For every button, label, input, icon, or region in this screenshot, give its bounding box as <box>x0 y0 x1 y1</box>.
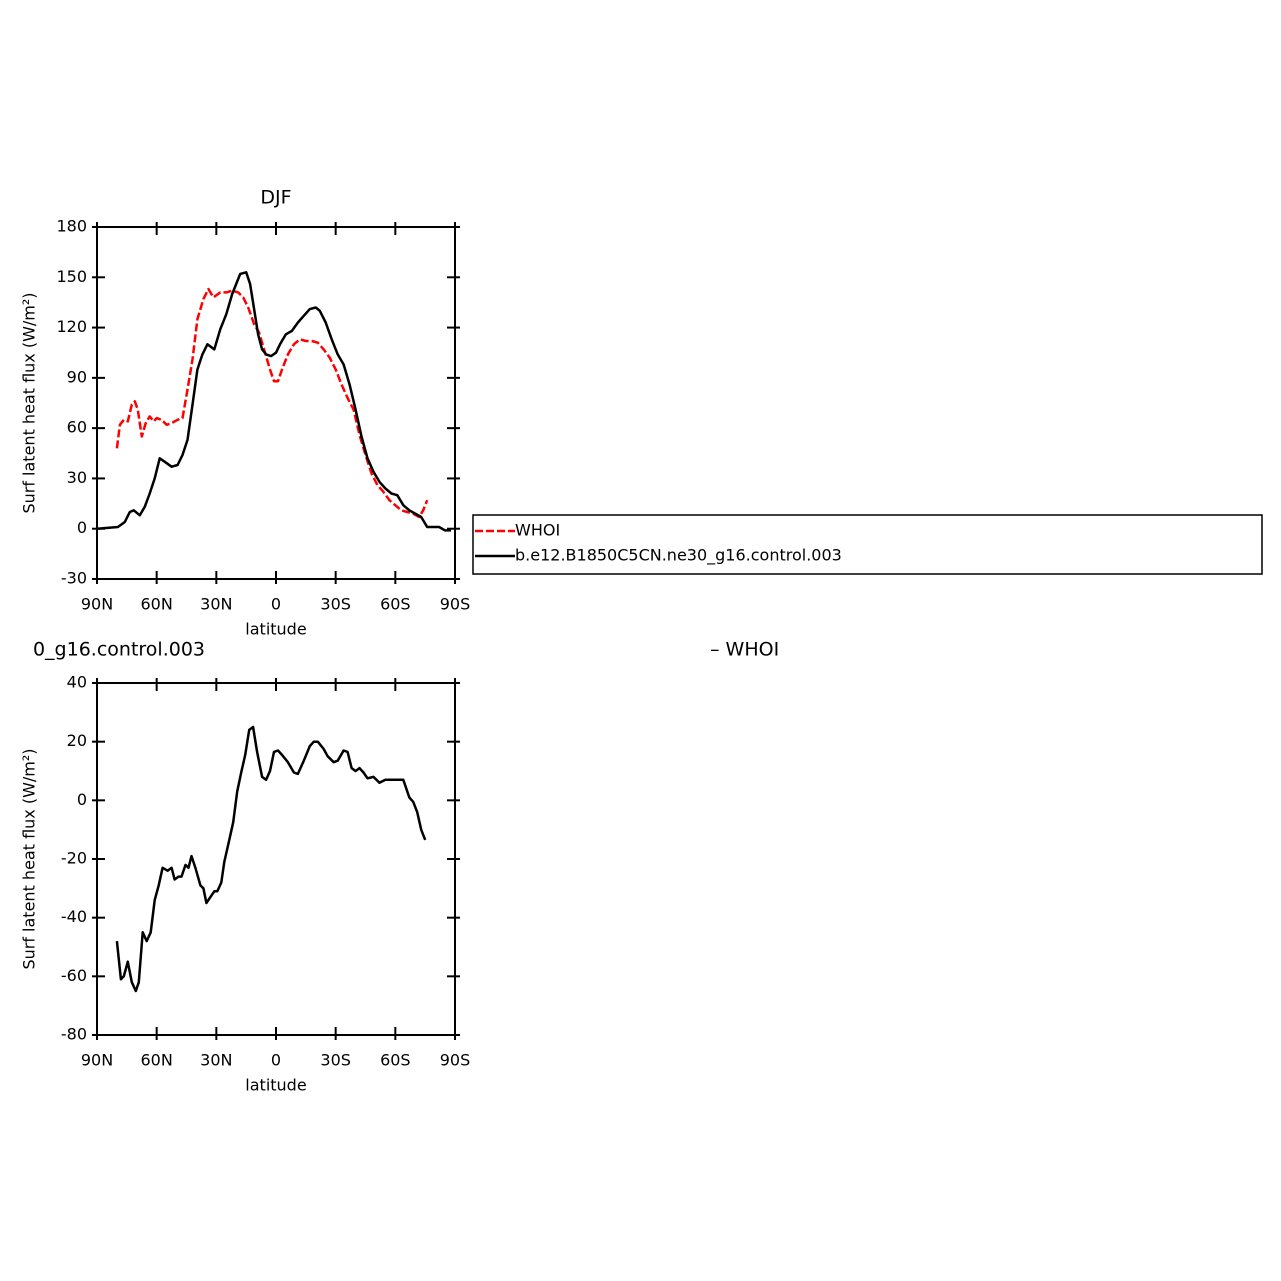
x-tick-label: 60S <box>380 595 411 614</box>
y-tick-label: -30 <box>61 569 87 588</box>
x-tick-label: 90N <box>81 595 113 614</box>
y-tick-label: 30 <box>67 468 87 487</box>
y-tick-label: 40 <box>67 673 87 692</box>
y-tick-label: 0 <box>77 790 87 809</box>
x-tick-label: 90S <box>440 1051 471 1070</box>
y-axis-label: Surf latent heat flux (W/m²) <box>20 748 39 969</box>
x-tick-label: 90S <box>440 595 471 614</box>
y-tick-label: -40 <box>61 907 87 926</box>
x-tick-label: 30N <box>200 1051 232 1070</box>
plot-frame <box>96 226 456 580</box>
x-tick-label: 30N <box>200 595 232 614</box>
data-line <box>115 725 427 993</box>
plot-frame <box>96 682 456 1036</box>
x-tick-label: 30S <box>320 595 351 614</box>
y-tick-label: 120 <box>56 317 87 336</box>
x-axis-label: latitude <box>245 1076 306 1095</box>
x-axis-label: latitude <box>245 620 306 639</box>
y-tick-label: 0 <box>77 518 87 537</box>
y-tick-label: -60 <box>61 966 87 985</box>
left-title: 0_g16.control.003 <box>33 639 205 661</box>
x-tick-label: 0 <box>271 595 281 614</box>
legend-label: b.e12.B1850C5CN.ne30_g16.control.003 <box>515 546 842 566</box>
data-line <box>96 271 451 532</box>
y-tick-label: -20 <box>61 849 87 868</box>
y-tick-label: 180 <box>56 217 87 236</box>
chart-title: DJF <box>260 187 291 209</box>
x-tick-label: 0 <box>271 1051 281 1070</box>
legend-label: WHOI <box>515 521 560 540</box>
x-tick-label: 60N <box>141 595 173 614</box>
y-tick-label: 150 <box>56 267 87 286</box>
x-tick-label: 60N <box>141 1051 173 1070</box>
data-line <box>115 287 429 519</box>
y-tick-label: -80 <box>61 1025 87 1044</box>
right-title: – WHOI <box>710 639 779 661</box>
x-tick-label: 90N <box>81 1051 113 1070</box>
legend-box <box>472 514 1263 575</box>
x-tick-label: 30S <box>320 1051 351 1070</box>
y-tick-label: 20 <box>67 731 87 750</box>
y-tick-label: 60 <box>67 418 87 437</box>
x-tick-label: 60S <box>380 1051 411 1070</box>
y-axis-label: Surf latent heat flux (W/m²) <box>20 292 39 513</box>
y-tick-label: 90 <box>67 367 87 386</box>
